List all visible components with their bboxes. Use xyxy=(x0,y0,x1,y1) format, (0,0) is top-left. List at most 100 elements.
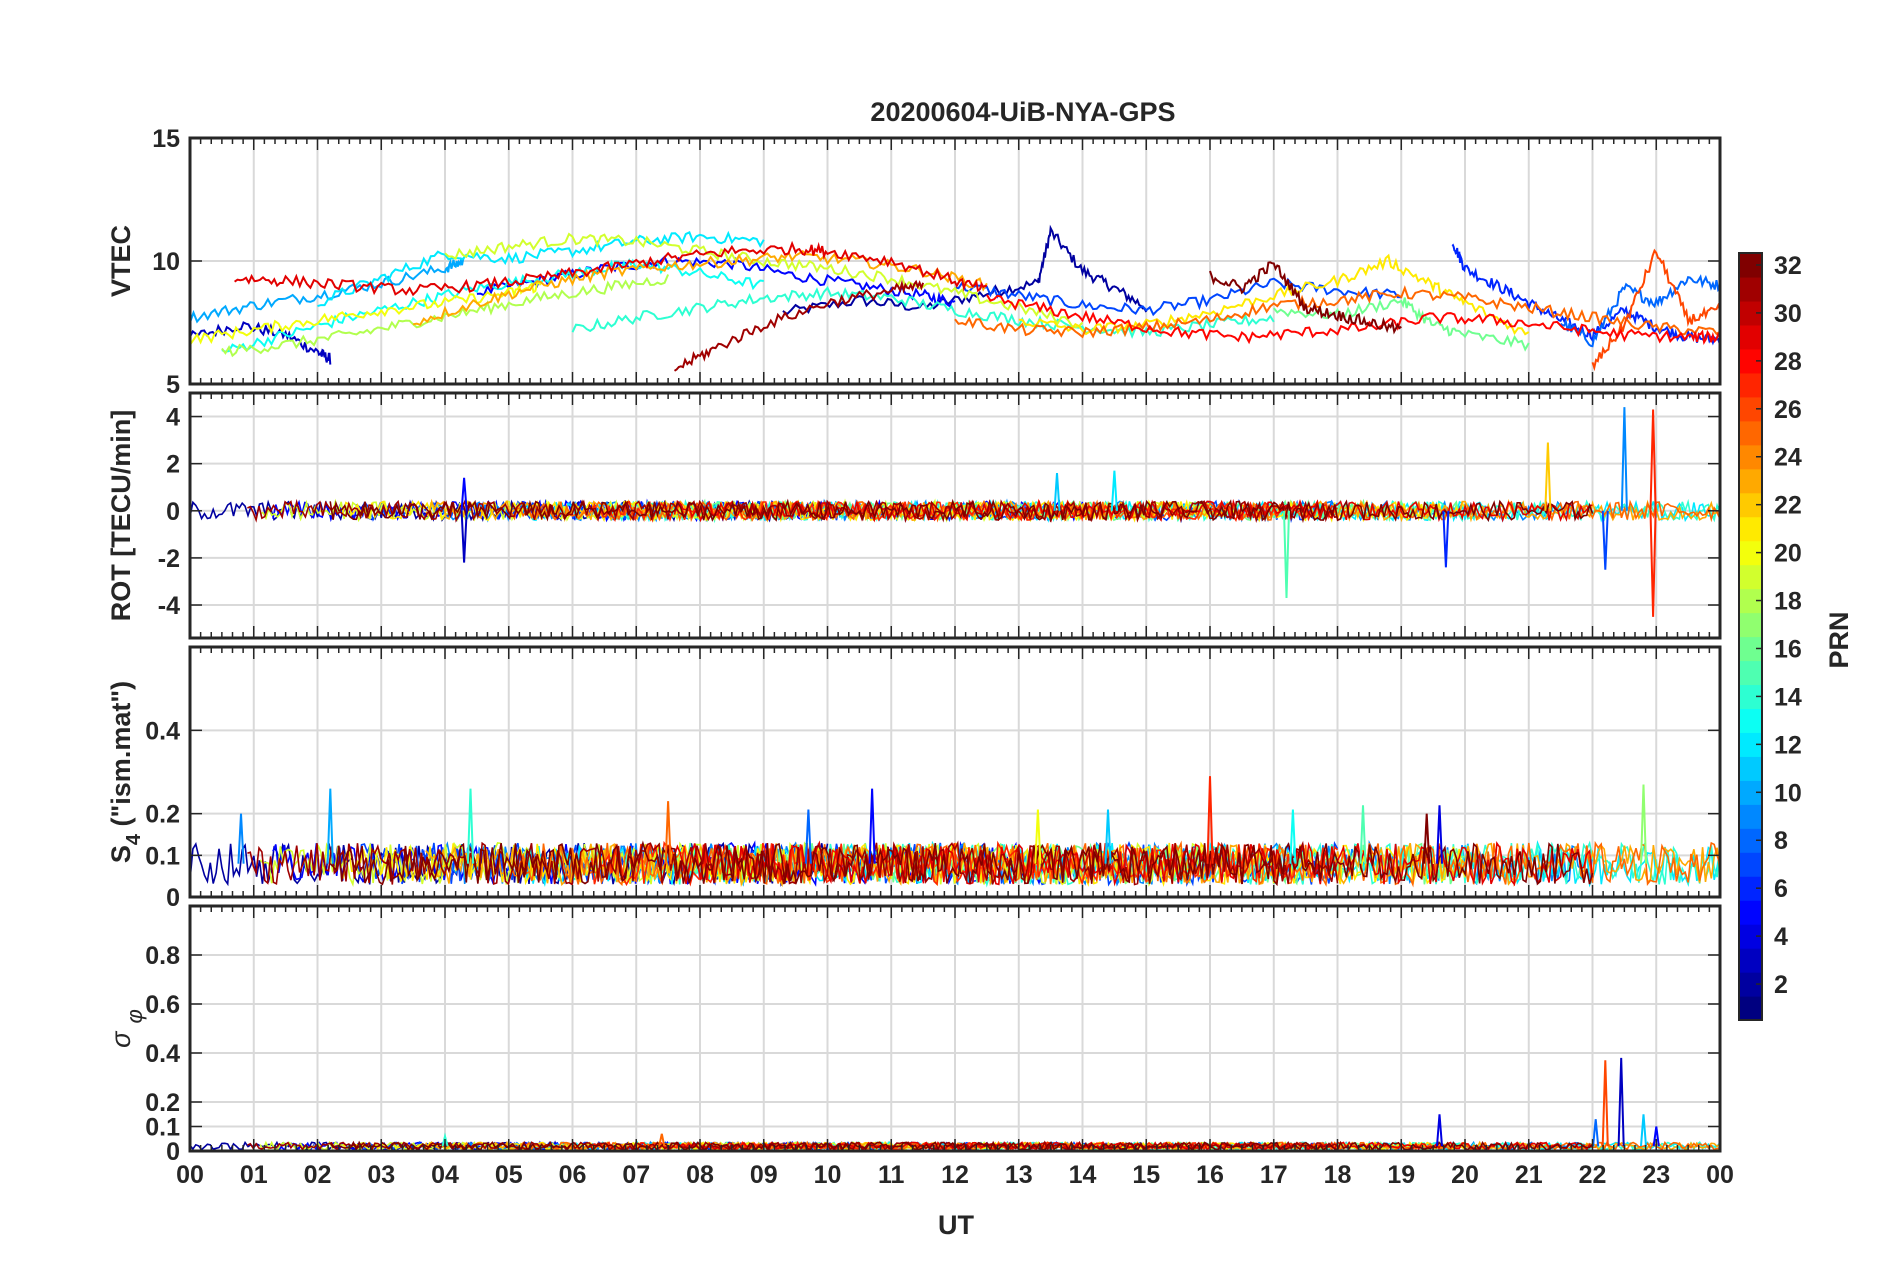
y-label-sub: 4 xyxy=(123,833,145,845)
colorbar-swatch xyxy=(1739,924,1762,949)
series-prn-3 xyxy=(190,321,332,365)
spike-prn-15 xyxy=(1359,805,1367,864)
colorbar-swatch xyxy=(1739,468,1762,494)
spike-prn-4 xyxy=(1436,805,1443,864)
colorbar-swatch xyxy=(1739,732,1762,757)
x-tick-label: 07 xyxy=(622,1161,650,1189)
colorbar-swatch xyxy=(1739,420,1762,446)
y-tick-label: 0.8 xyxy=(145,942,180,970)
colorbar-swatch xyxy=(1739,588,1762,614)
colorbar-swatch xyxy=(1739,612,1762,638)
y-label-main: σ xyxy=(106,1030,136,1048)
spike-prn-7 xyxy=(1601,510,1609,570)
colorbar-swatch xyxy=(1739,996,1762,1021)
spike-prn-10 xyxy=(326,788,334,864)
series-prn-12 xyxy=(317,230,765,308)
spike-prn-15 xyxy=(1283,510,1290,599)
series-prn-20 xyxy=(190,281,542,346)
series-prn-31 xyxy=(673,279,925,372)
y-axis-label-s4: S4 ("ism.mat") xyxy=(106,681,145,863)
colorbar-swatch xyxy=(1739,900,1762,925)
spike-prn-6 xyxy=(1442,510,1450,568)
y-tick-label: 0.2 xyxy=(145,801,180,829)
x-tick-label: 22 xyxy=(1579,1161,1607,1189)
spike-prn-11 xyxy=(1640,1114,1647,1147)
spike-prn-32 xyxy=(1423,813,1431,864)
y-tick-label: 0.4 xyxy=(145,1040,180,1068)
y-tick-label: 0 xyxy=(166,498,180,526)
spike-prn-5 xyxy=(868,788,876,864)
series-prn-19 xyxy=(444,232,1084,329)
spike-prn-25 xyxy=(658,1133,666,1147)
x-tick-label: 23 xyxy=(1642,1161,1670,1189)
series-prn-10 xyxy=(190,256,466,324)
spike-prn-14 xyxy=(466,788,475,864)
series-prn-2 xyxy=(782,224,1148,316)
x-tick-label: 11 xyxy=(878,1161,905,1189)
y-tick-label: 2 xyxy=(166,451,180,479)
panel-rot: -4 -2 0 2 4 ROT [TECU/min] xyxy=(106,391,1722,640)
colorbar-tick-label: 18 xyxy=(1774,588,1802,616)
x-tick-label: 03 xyxy=(367,1161,395,1189)
spike-prn-9 xyxy=(237,813,245,864)
spike-prn-20 xyxy=(1034,809,1042,864)
colorbar-tick-label: 8 xyxy=(1774,827,1788,855)
y-tick-label: 0.2 xyxy=(145,1089,180,1117)
spike-prn-3 xyxy=(460,510,468,563)
colorbar-swatch xyxy=(1739,324,1762,350)
series-prn-25 xyxy=(954,285,1720,339)
y-tick-label: 15 xyxy=(152,125,180,153)
colorbar-tick-label: 30 xyxy=(1774,300,1802,328)
colorbar-swatch xyxy=(1739,276,1762,302)
spike-prn-13 xyxy=(1289,809,1297,864)
x-tick-label: 20 xyxy=(1451,1161,1479,1189)
series-prn-32 xyxy=(329,498,1594,524)
x-tick-label: 05 xyxy=(495,1161,523,1189)
colorbar-swatch xyxy=(1739,948,1762,973)
colorbar-tick-label: 32 xyxy=(1774,252,1802,280)
spike-prn-8 xyxy=(804,809,812,864)
x-tick-label: 00 xyxy=(1706,1161,1734,1189)
y-label-rest: ("ism.mat") xyxy=(106,681,136,834)
y-axis-label-rot: ROT [TECU/min] xyxy=(106,410,136,621)
x-tick-label: 00 xyxy=(176,1161,204,1189)
y-axis-label-sigma_phi: σφ xyxy=(106,1009,147,1048)
colorbar-swatch xyxy=(1739,348,1762,374)
spike-prn-22 xyxy=(1544,442,1552,511)
spike-prn-9 xyxy=(1620,407,1628,511)
series-prn-26 xyxy=(1591,248,1720,372)
y-tick-label: 4 xyxy=(166,404,180,432)
colorbar-tick-label: 6 xyxy=(1774,875,1788,903)
colorbar-swatch xyxy=(1739,300,1762,326)
colorbar-swatch xyxy=(1739,540,1762,566)
series-prn-32 xyxy=(329,840,1594,887)
x-tick-label: 10 xyxy=(814,1161,842,1189)
colorbar-tick-label: 14 xyxy=(1774,683,1802,711)
series-group-s4 xyxy=(190,776,1720,888)
series-prn-29 xyxy=(234,240,987,297)
colorbar-tick-label: 12 xyxy=(1774,731,1802,759)
colorbar-label: PRN xyxy=(1824,611,1854,668)
colorbar-tick-label: 20 xyxy=(1774,540,1802,568)
colorbar-tick-label: 28 xyxy=(1774,348,1802,376)
colorbar-swatch xyxy=(1739,396,1762,422)
colorbar-swatch xyxy=(1739,684,1762,710)
series-prn-8 xyxy=(1559,274,1720,348)
spike-prn-17 xyxy=(1640,784,1647,864)
series-prn-16 xyxy=(1273,297,1530,352)
y-tick-label: 0.4 xyxy=(145,717,180,745)
series-prn-23 xyxy=(412,249,988,327)
x-tick-label: 18 xyxy=(1324,1161,1352,1189)
colorbar-tick-label: 22 xyxy=(1774,492,1802,520)
colorbar-swatch xyxy=(1739,972,1762,997)
y-tick-label: 5 xyxy=(166,371,180,399)
colorbar-swatch xyxy=(1739,780,1762,805)
colorbar-swatch xyxy=(1739,852,1762,877)
spike-prn-25 xyxy=(664,801,672,864)
series-prn-28 xyxy=(986,294,1720,346)
spike-prn-11 xyxy=(1053,473,1061,511)
x-tick-label: 06 xyxy=(559,1161,587,1189)
x-tick-label: 19 xyxy=(1387,1161,1415,1189)
